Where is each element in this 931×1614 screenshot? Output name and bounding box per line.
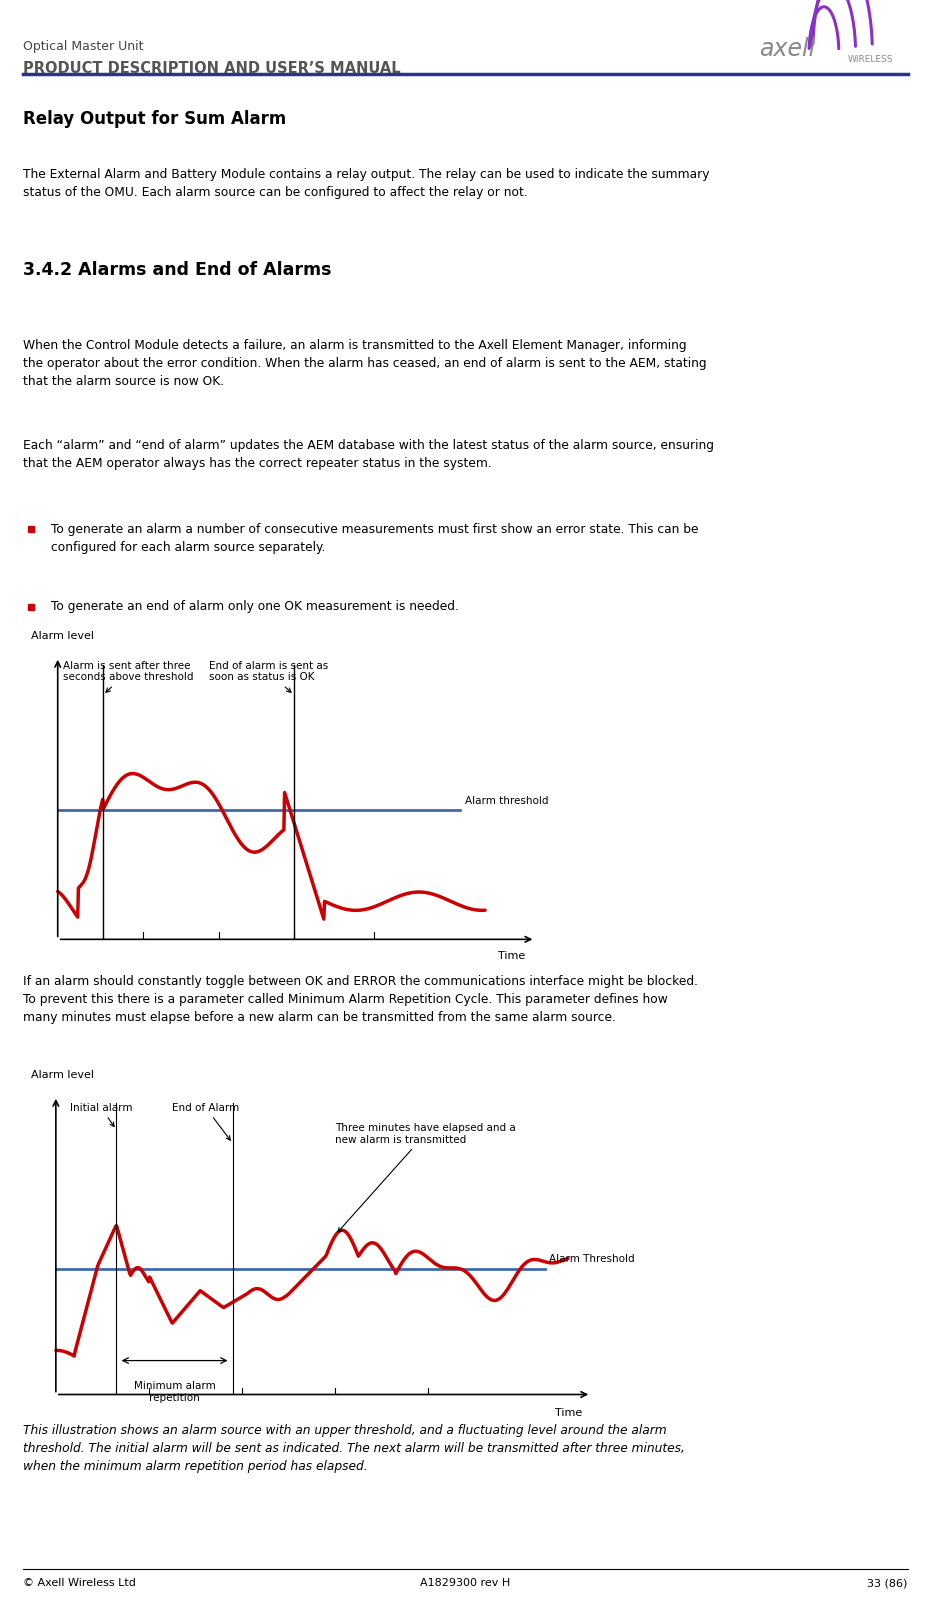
Text: Three minutes have elapsed and a
new alarm is transmitted: Three minutes have elapsed and a new ala… — [335, 1123, 516, 1231]
Text: 33 (86): 33 (86) — [868, 1578, 908, 1588]
Text: End of alarm is sent as
soon as status is OK: End of alarm is sent as soon as status i… — [209, 660, 328, 692]
Text: WIRELESS: WIRELESS — [847, 55, 893, 65]
Text: A1829300 rev H: A1829300 rev H — [421, 1578, 510, 1588]
Text: 3.4.2 Alarms and End of Alarms: 3.4.2 Alarms and End of Alarms — [23, 261, 331, 279]
Text: This illustration shows an alarm source with an upper threshold, and a fluctuati: This illustration shows an alarm source … — [23, 1424, 685, 1472]
Text: Alarm is sent after three
seconds above threshold: Alarm is sent after three seconds above … — [62, 660, 194, 692]
Text: When the Control Module detects a failure, an alarm is transmitted to the Axell : When the Control Module detects a failur… — [23, 339, 707, 387]
Text: End of Alarm: End of Alarm — [172, 1102, 239, 1139]
Text: Alarm level: Alarm level — [31, 631, 94, 641]
Text: If an alarm should constantly toggle between OK and ERROR the communications int: If an alarm should constantly toggle bet… — [23, 975, 698, 1023]
Text: Minimum alarm
repetition: Minimum alarm repetition — [134, 1382, 215, 1403]
Text: Time: Time — [498, 951, 525, 960]
Text: Alarm Threshold: Alarm Threshold — [549, 1254, 635, 1264]
Text: The External Alarm and Battery Module contains a relay output. The relay can be : The External Alarm and Battery Module co… — [23, 168, 709, 199]
Text: Time: Time — [555, 1407, 582, 1419]
Text: Alarm level: Alarm level — [31, 1070, 94, 1080]
Text: Initial alarm: Initial alarm — [70, 1102, 132, 1127]
Text: axell: axell — [759, 37, 815, 61]
Text: To generate an end of alarm only one OK measurement is needed.: To generate an end of alarm only one OK … — [51, 600, 459, 613]
Text: Relay Output for Sum Alarm: Relay Output for Sum Alarm — [23, 110, 287, 128]
Text: PRODUCT DESCRIPTION AND USER’S MANUAL: PRODUCT DESCRIPTION AND USER’S MANUAL — [23, 61, 401, 76]
Text: To generate an alarm a number of consecutive measurements must first show an err: To generate an alarm a number of consecu… — [51, 523, 698, 554]
Text: Optical Master Unit: Optical Master Unit — [23, 40, 143, 53]
Text: © Axell Wireless Ltd: © Axell Wireless Ltd — [23, 1578, 136, 1588]
Text: Each “alarm” and “end of alarm” updates the AEM database with the latest status : Each “alarm” and “end of alarm” updates … — [23, 439, 714, 470]
Text: Alarm threshold: Alarm threshold — [465, 796, 548, 805]
